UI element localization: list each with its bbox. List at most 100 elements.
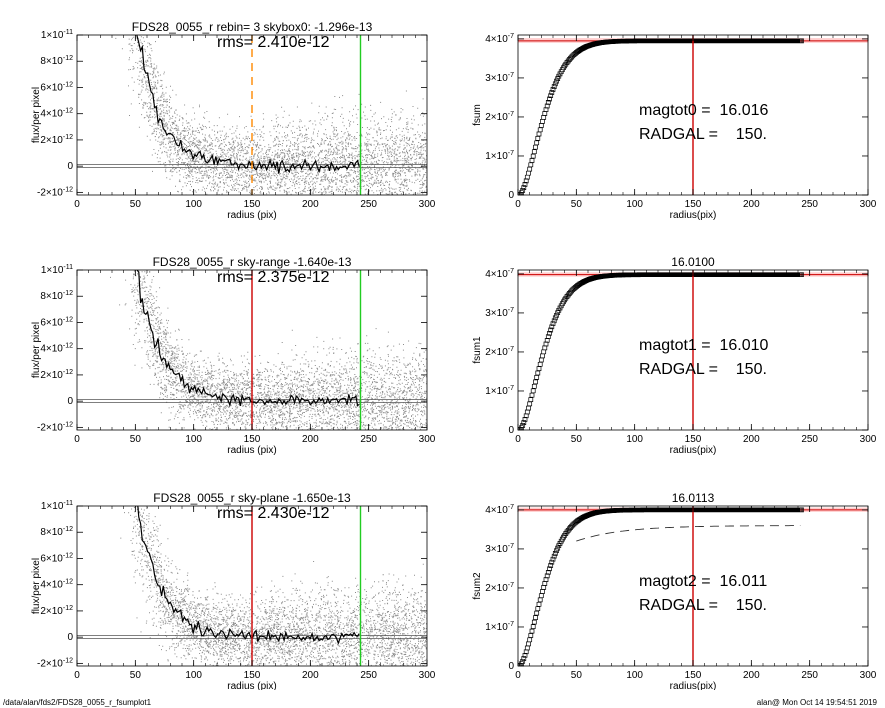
y-tick-exponent: -7 [508,111,514,118]
y-tick-exponent: -12 [63,81,73,88]
y-tick-times: ×10 [491,347,508,358]
growth-curve-markers [518,507,804,666]
y-tick-mantissa: 1 [485,151,491,162]
x-tick-label: 200 [302,199,319,210]
y-tick-times: ×10 [46,501,63,512]
y-tick-mantissa: -2 [37,658,46,669]
y-tick-times: ×10 [491,505,508,516]
y-tick-label: 8×10-12 [40,55,73,67]
x-tick-label: 250 [360,434,377,445]
y-tick-mantissa: 8 [40,291,46,302]
x-tick-label: 100 [626,199,643,210]
y-tick-label: 1×10-7 [485,621,514,633]
y-tick-exponent: -12 [63,55,73,62]
y-tick-times: ×10 [46,344,63,355]
y-tick-mantissa: 2 [485,347,491,358]
x-tick-label: 250 [801,434,818,445]
y-tick-mantissa: 2 [485,583,491,594]
x-tick-label: 150 [685,670,702,681]
y-tick-label: 2×10-12 [40,605,73,617]
y-tick-exponent: -7 [508,268,514,275]
x-tick-label: 200 [743,670,760,681]
x-tick-label: 50 [571,199,583,210]
y-tick-times: ×10 [46,265,63,276]
x-axis-label: radius(pix) [670,681,717,690]
x-tick-label: 0 [515,670,521,681]
y-tick-exponent: -12 [63,290,73,297]
x-tick-label: 100 [626,670,643,681]
y-tick-exponent: -7 [508,621,514,628]
y-tick-mantissa: 4 [40,344,46,355]
y-tick-mantissa: 2 [485,112,491,123]
x-tick-label: 300 [419,670,436,681]
y-tick-times: ×10 [46,422,63,433]
y-tick-label: 0 [67,396,73,407]
x-tick-label: 250 [801,670,818,681]
y-tick-label: 3×10-7 [485,543,514,555]
magtot-annotation: magtot2 = 16.011 [639,573,767,590]
y-tick-label: -2×10-12 [37,186,73,198]
figure-canvas: 0 50 100 150 200 250 300-2×10-1202×10-124×10-1… [31,20,877,690]
y-tick-label: 1×10-11 [41,29,73,41]
y-tick-mantissa: 8 [40,56,46,67]
x-tick-label: 250 [360,199,377,210]
x-tick-label: 300 [419,199,436,210]
y-tick-label: 2×10-7 [485,582,514,594]
y-tick-label: 6×10-12 [40,316,73,328]
y-tick-times: ×10 [491,269,508,280]
y-tick-exponent: -12 [63,579,73,586]
growth-curve-markers [518,38,804,195]
x-tick-label: 50 [130,434,142,445]
radgal-annotation: RADGAL = 150. [639,597,767,614]
y-tick-label: 1×10-11 [41,264,73,276]
y-tick-times: ×10 [491,583,508,594]
y-tick-times: ×10 [46,291,63,302]
y-tick-times: ×10 [46,56,63,67]
panel-6: 0 50 100 150 200 250 30001×10-72×10-73×10-74×1… [472,491,877,690]
x-tick-label: 0 [74,670,80,681]
x-tick-label: 100 [185,199,202,210]
x-tick-label: 200 [743,199,760,210]
x-axis-label: radius(pix) [670,210,717,221]
x-tick-label: 300 [860,434,877,445]
x-tick-label: 0 [74,434,80,445]
y-tick-times: ×10 [46,527,63,538]
y-tick-times: ×10 [46,370,63,381]
scatter-points [120,506,427,666]
y-tick-label: 4×10-12 [40,108,73,120]
y-tick-exponent: -12 [63,108,73,115]
y-axis-label: flux/per pixel [31,87,42,143]
x-tick-label: 100 [185,434,202,445]
panel-title: 16.0113 [672,491,715,505]
x-tick-label: 300 [419,434,436,445]
x-tick-label: 250 [801,199,818,210]
x-axis-label: radius(pix) [670,445,717,456]
y-tick-times: ×10 [46,606,63,617]
x-axis-label: radius (pix) [227,210,276,221]
y-tick-mantissa: 4 [485,34,491,45]
y-tick-exponent: -11 [63,29,73,36]
y-tick-label: 1×10-7 [485,150,514,162]
y-tick-times: ×10 [46,553,63,564]
y-tick-times: ×10 [46,82,63,93]
y-tick-mantissa: 6 [40,82,46,93]
y-tick-mantissa: 6 [40,553,46,564]
y-tick-exponent: -12 [63,526,73,533]
y-tick-label: 0 [508,425,514,436]
y-tick-exponent: -7 [508,543,514,550]
y-tick-times: ×10 [46,658,63,669]
y-tick-times: ×10 [46,187,63,198]
footer-file-path: /data/alan/fds2/FDS28_0055_r_fsumplot1 [3,698,152,707]
y-axis-label: fsum [472,104,483,126]
y-tick-label: 3×10-7 [485,72,514,84]
y-tick-label: 1×10-11 [41,500,73,512]
y-tick-label: 4×10-7 [485,504,514,516]
rms-annotation: rms= 2.410e-12 [217,34,330,51]
radgal-annotation: RADGAL = 150. [639,361,767,378]
y-tick-times: ×10 [491,386,508,397]
y-tick-mantissa: 2 [40,606,46,617]
y-tick-times: ×10 [46,317,63,328]
y-tick-exponent: -12 [63,369,73,376]
x-tick-label: 200 [302,434,319,445]
y-tick-label: 8×10-12 [40,526,73,538]
